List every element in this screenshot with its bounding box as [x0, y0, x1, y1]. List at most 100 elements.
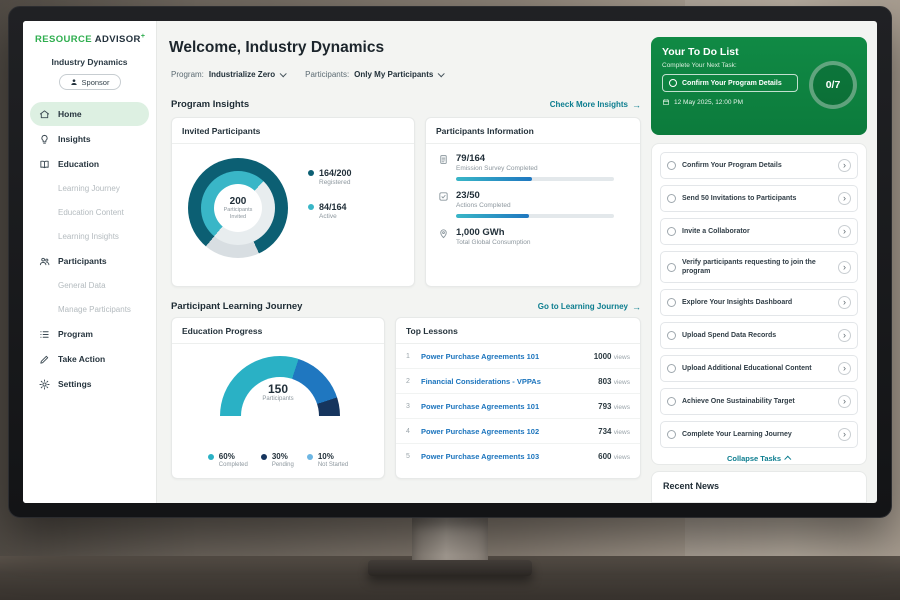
sidebar-item-settings[interactable]: Settings [30, 372, 149, 396]
lesson-link[interactable]: Financial Considerations - VPPAs [421, 376, 541, 386]
take-action-icon [39, 354, 50, 365]
chevron-down-icon [279, 70, 287, 78]
todo-title: Your To Do List [662, 46, 739, 58]
sidebar-item-general-data[interactable]: General Data [58, 281, 106, 291]
radio-circle-icon[interactable] [667, 298, 676, 308]
stat-row: 23/50 Actions Completed [426, 181, 640, 218]
lesson-row[interactable]: 2 Financial Considerations - VPPAs 803 v… [396, 369, 640, 394]
sidebar-item-learning-journey[interactable]: Learning Journey [58, 184, 120, 194]
lesson-link[interactable]: Power Purchase Agreements 101 [421, 351, 540, 361]
legend-dot [308, 170, 314, 176]
education-progress-card: Education Progress 150 Participants 60% … [171, 317, 385, 479]
radio-circle-icon[interactable] [667, 161, 676, 170]
task-row-9[interactable]: Complete Your Learning Journey › [660, 421, 858, 449]
card-title: Invited Participants [172, 118, 414, 144]
todo-task-list: Confirm Your Program Details › Send 50 I… [660, 152, 858, 449]
sidebar-item-education[interactable]: Education [30, 152, 149, 176]
collapse-tasks-link[interactable]: Collapse Tasks [660, 454, 858, 463]
chevron-right-icon[interactable]: › [838, 428, 851, 442]
insights-icon [39, 134, 50, 145]
legend-dot [306, 454, 313, 460]
next-task-button[interactable]: Confirm Your Program Details [662, 74, 798, 92]
participants-filter[interactable]: Participants: Only My Participants [305, 70, 446, 79]
sidebar-item-insights[interactable]: Insights [30, 127, 149, 151]
card-title: Participants Information [426, 118, 640, 144]
task-row-6[interactable]: Upload Spend Data Records › [660, 322, 858, 350]
sponsor-badge-label: Sponsor [81, 77, 110, 87]
sidebar-item-home[interactable]: Home [30, 102, 149, 127]
chevron-right-icon[interactable]: › [838, 225, 851, 238]
donut-legend: 164/200 Registered 84/164 Active [308, 168, 352, 220]
chevron-right-icon[interactable]: › [838, 296, 851, 310]
section-title: Program Insights [171, 99, 250, 110]
program-icon [39, 329, 50, 340]
organization-name: Industry Dynamics [51, 57, 128, 68]
lesson-row[interactable]: 4 Power Purchase Agreements 102 734 view… [396, 419, 640, 444]
legend-entry: 164/200 Registered [308, 168, 352, 186]
lesson-link[interactable]: Power Purchase Agreements 103 [421, 452, 540, 461]
chevron-right-icon[interactable]: › [838, 159, 851, 172]
todo-progress-ring: 0/7 [809, 61, 857, 109]
program-filter[interactable]: Program: Industrialize Zero [171, 70, 287, 79]
radio-circle-icon[interactable] [667, 397, 676, 407]
program-insights-header: Program Insights Check More Insights → [171, 99, 641, 110]
survey-icon [438, 154, 449, 165]
chevron-right-icon[interactable]: › [838, 362, 851, 376]
participants-stats: 79/164 Emission Survey Completed 23/50 A… [426, 144, 640, 246]
education-gauge-chart [220, 356, 340, 418]
person-icon [70, 79, 77, 86]
sidebar-item-manage-participants[interactable]: Manage Participants [58, 305, 131, 315]
lesson-row[interactable]: 3 Power Purchase Agreements 101 793 view… [396, 394, 640, 419]
donut-center-label: Participants Invited [223, 207, 253, 220]
filter-bar: Program: Industrialize Zero Participants… [171, 70, 446, 79]
education-icon [39, 159, 50, 170]
radio-circle-icon[interactable] [667, 262, 676, 272]
chevron-down-icon [437, 70, 446, 78]
legend-entry: 10% Not Started [306, 452, 348, 468]
task-row-2[interactable]: Send 50 Invitations to Participants › [660, 185, 858, 212]
brand-logo: RESOURCE ADVISOR+ [35, 33, 146, 46]
check-more-insights-link[interactable]: Check More Insights → [549, 99, 641, 110]
lesson-link[interactable]: Power Purchase Agreements 101 [421, 401, 540, 411]
page-title: Welcome, Industry Dynamics [169, 39, 385, 56]
actions-icon [438, 191, 449, 202]
sidebar-item-participants[interactable]: Participants [30, 249, 149, 273]
home-icon [39, 109, 50, 120]
arrow-right-icon: → [632, 99, 641, 110]
sidebar-item-program[interactable]: Program [30, 322, 149, 346]
sponsor-badge[interactable]: Sponsor [58, 74, 121, 91]
gauge-center-label: Participants [262, 396, 294, 402]
task-row-5[interactable]: Explore Your Insights Dashboard › [660, 289, 858, 317]
calendar-icon [663, 99, 669, 105]
radio-circle-icon[interactable] [667, 194, 676, 203]
sidebar-item-take-action[interactable]: Take Action [30, 347, 149, 371]
section-title: Participant Learning Journey [171, 301, 303, 312]
todo-summary-card: Your To Do List Complete Your Next Task:… [651, 37, 867, 135]
task-row-4[interactable]: Verify participants requesting to join t… [660, 251, 858, 284]
radio-circle-icon[interactable] [667, 364, 676, 374]
chevron-right-icon[interactable]: › [838, 192, 851, 205]
radio-circle-icon[interactable] [667, 430, 676, 440]
lesson-link[interactable]: Power Purchase Agreements 102 [421, 426, 540, 436]
chevron-right-icon[interactable]: › [838, 260, 851, 274]
sidebar-item-education-content[interactable]: Education Content [58, 208, 124, 218]
chevron-right-icon[interactable]: › [838, 329, 851, 343]
arrow-right-icon: → [632, 301, 641, 312]
task-row-3[interactable]: Invite a Collaborator › [660, 218, 858, 245]
learning-journey-header: Participant Learning Journey Go to Learn… [171, 301, 641, 312]
card-title: Education Progress [172, 318, 384, 344]
radio-circle-icon[interactable] [667, 331, 676, 341]
donut-center-value: 200 [229, 196, 247, 208]
task-row-7[interactable]: Upload Additional Educational Content › [660, 355, 858, 383]
sidebar-item-learning-insights[interactable]: Learning Insights [58, 232, 119, 242]
task-row-8[interactable]: Achieve One Sustainability Target › [660, 388, 858, 416]
stat-row: 1,000 GWh Total Global Consumption [426, 218, 640, 246]
task-row-1[interactable]: Confirm Your Program Details › [660, 152, 858, 179]
go-to-learning-journey-link[interactable]: Go to Learning Journey → [537, 301, 641, 312]
legend-entry: 60% Completed [207, 452, 248, 468]
chevron-right-icon[interactable]: › [838, 395, 851, 409]
lesson-row[interactable]: 1 Power Purchase Agreements 101 1000 vie… [396, 344, 640, 369]
lesson-row[interactable]: 5 Power Purchase Agreements 103 600 view… [406, 452, 630, 461]
sidebar: RESOURCE ADVISOR+ Industry Dynamics Spon… [23, 21, 157, 503]
radio-circle-icon[interactable] [667, 227, 676, 236]
